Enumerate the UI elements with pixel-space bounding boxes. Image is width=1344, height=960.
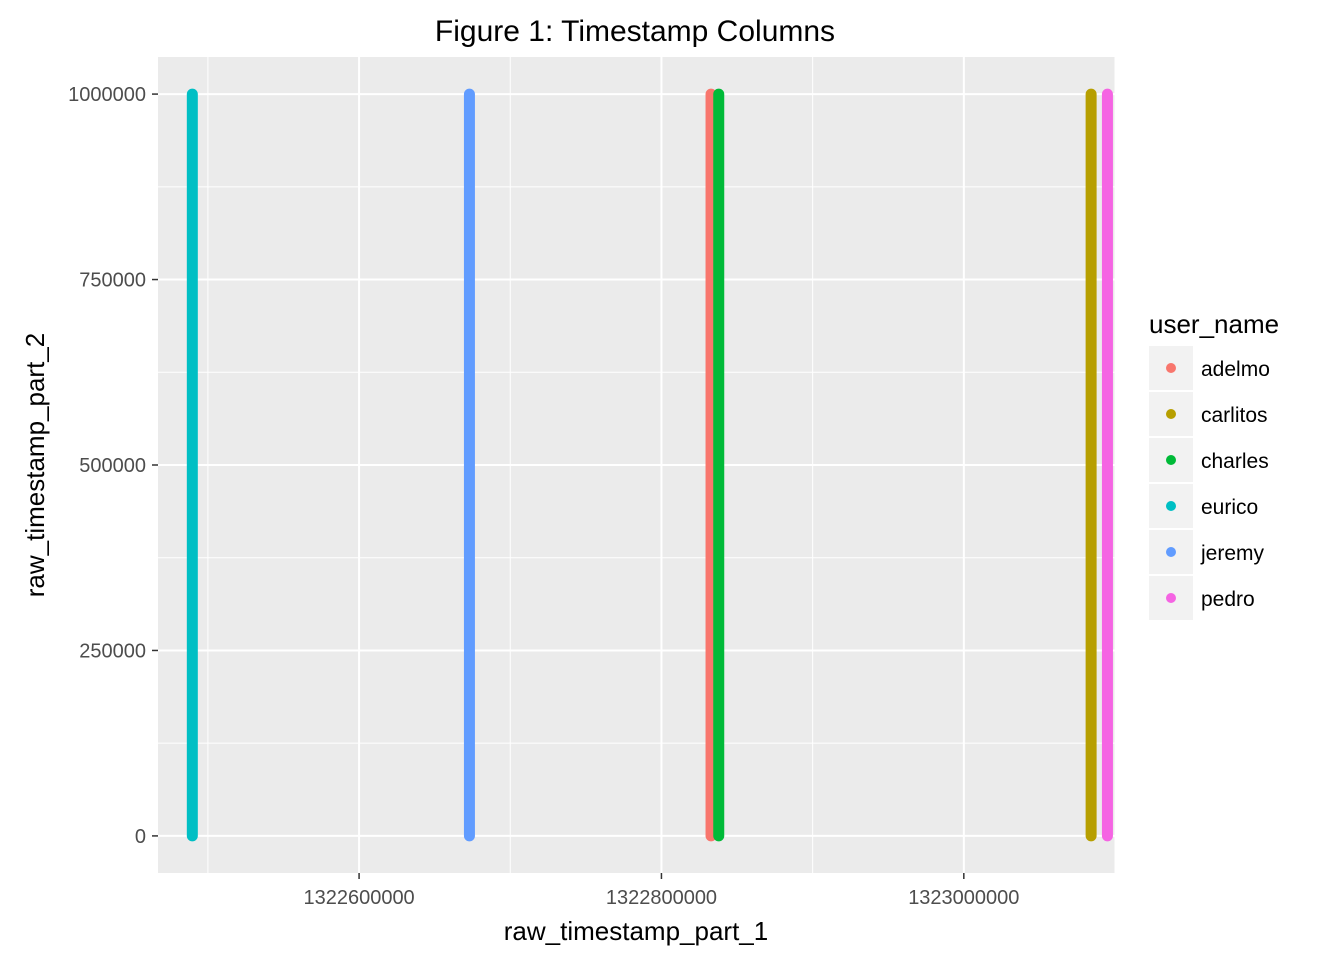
legend: user_name adelmo carlitos charles eurico jer… [1149, 309, 1279, 620]
x-tick-label: 1323000000 [908, 887, 1019, 909]
legend-label: adelmo [1201, 358, 1270, 381]
legend-label: charles [1201, 450, 1269, 473]
y-axis: 0 250000 500000 750000 1000000 [68, 84, 158, 848]
x-tick-label: 1322600000 [303, 887, 414, 909]
legend-key-point [1166, 409, 1176, 419]
chart-title: Figure 1: Timestamp Columns [435, 15, 835, 48]
y-tick-label: 1000000 [68, 84, 146, 106]
x-axis-title: raw_timestamp_part_1 [504, 916, 768, 946]
legend-label: pedro [1201, 588, 1255, 611]
x-axis: 1322600000 1322800000 1323000000 [303, 873, 1019, 909]
data-marks [186, 88, 1113, 842]
legend-key-point [1166, 455, 1176, 465]
legend-label: jeremy [1200, 542, 1265, 565]
y-axis-title: raw_timestamp_part_2 [20, 333, 50, 597]
y-tick-label: 750000 [79, 270, 146, 292]
y-tick-label: 250000 [79, 640, 146, 662]
y-tick-label: 0 [135, 826, 146, 848]
legend-label: eurico [1201, 496, 1258, 519]
legend-key-point [1166, 501, 1176, 511]
legend-title: user_name [1149, 309, 1279, 339]
grid-major [158, 57, 1115, 873]
y-tick-label: 500000 [79, 455, 146, 477]
legend-key-point [1166, 363, 1176, 373]
legend-key-point [1166, 547, 1176, 557]
legend-label: carlitos [1201, 404, 1268, 427]
x-tick-label: 1322800000 [606, 887, 717, 909]
legend-key-point [1166, 593, 1176, 603]
